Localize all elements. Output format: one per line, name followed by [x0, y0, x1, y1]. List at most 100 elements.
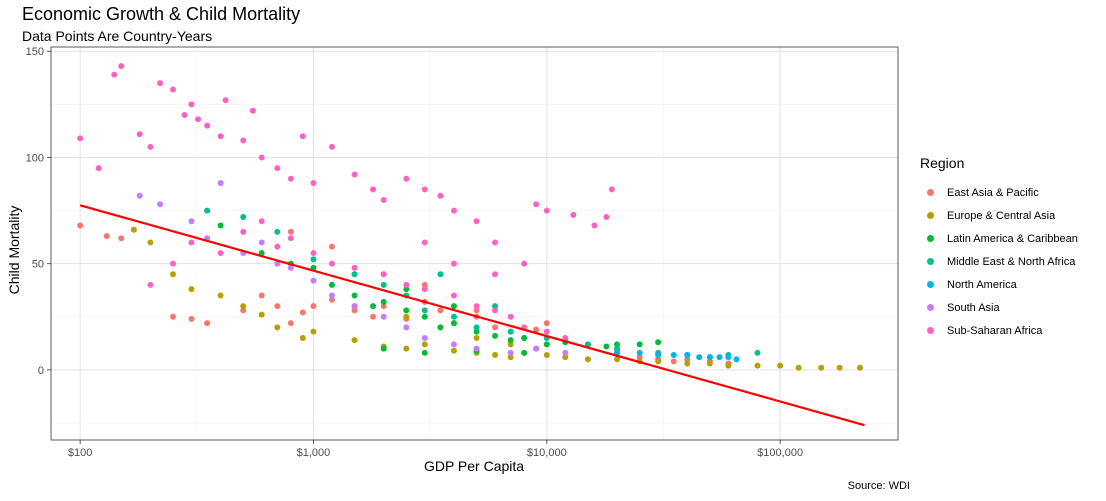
data-point: [450, 341, 457, 348]
data-point: [310, 277, 317, 284]
legend-swatch: [927, 281, 934, 288]
data-point: [240, 213, 247, 220]
x-tick-label: $100: [68, 447, 92, 459]
data-point: [258, 239, 265, 246]
data-point: [421, 186, 428, 193]
data-point: [492, 307, 499, 314]
data-point: [170, 260, 177, 267]
x-tick-label: $1,000: [297, 447, 331, 459]
data-point: [328, 143, 335, 150]
data-point: [403, 175, 410, 182]
data-point: [147, 143, 154, 150]
data-point: [584, 341, 591, 348]
chart-title: Economic Growth & Child Mortality: [22, 4, 301, 24]
data-point: [521, 349, 528, 356]
data-point: [733, 356, 740, 363]
data-point: [450, 303, 457, 310]
data-point: [217, 179, 224, 186]
x-axis-ticks: $100 $1,000 $10,000 $100,000: [68, 440, 803, 459]
legend-label: Latin America & Caribbean: [947, 232, 1078, 245]
data-point: [310, 250, 317, 257]
data-point: [310, 328, 317, 335]
plot-border: [50, 46, 899, 441]
data-point: [287, 175, 294, 182]
data-point: [473, 303, 480, 310]
data-point: [591, 222, 598, 229]
data-point: [351, 292, 358, 299]
data-point: [507, 328, 514, 335]
data-point: [188, 101, 195, 108]
data-point: [533, 326, 540, 333]
data-point: [473, 328, 480, 335]
data-point: [181, 111, 188, 118]
y-tick-label: 50: [32, 259, 44, 271]
legend-item: Sub-Saharan Africa: [920, 319, 1078, 342]
data-point: [437, 324, 444, 331]
data-point: [437, 307, 444, 314]
data-point: [287, 264, 294, 271]
data-point: [328, 260, 335, 267]
data-point: [473, 345, 480, 352]
data-point: [492, 303, 499, 310]
data-point: [328, 292, 335, 299]
data-point: [380, 298, 387, 305]
data-point: [450, 313, 457, 320]
data-point: [170, 271, 177, 278]
data-point: [217, 292, 224, 299]
data-point: [492, 332, 499, 339]
data-point: [403, 345, 410, 352]
data-point: [351, 303, 358, 310]
data-point: [204, 207, 211, 214]
data-point: [636, 341, 643, 348]
data-point: [437, 271, 444, 278]
data-point: [204, 320, 211, 327]
data-point: [696, 354, 703, 361]
data-point: [328, 281, 335, 288]
data-point: [562, 354, 569, 361]
source-caption: Source: WDI: [847, 480, 910, 492]
data-point: [310, 256, 317, 263]
data-point: [351, 307, 358, 314]
data-point: [118, 63, 125, 70]
data-point: [287, 320, 294, 327]
data-point: [684, 352, 691, 359]
data-point: [450, 260, 457, 267]
data-point: [111, 71, 118, 78]
data-point: [507, 337, 514, 344]
data-point: [614, 356, 621, 363]
legend-title: Region: [920, 155, 965, 171]
data-point: [195, 116, 202, 123]
trend-line: [79, 204, 865, 427]
data-point: [217, 250, 224, 257]
data-point: [380, 271, 387, 278]
data-point: [328, 243, 335, 250]
data-point: [603, 343, 610, 350]
data-point: [328, 296, 335, 303]
data-point: [507, 349, 514, 356]
y-tick-label: 150: [26, 46, 44, 58]
data-point: [473, 218, 480, 225]
data-point: [450, 292, 457, 299]
legend-label: North America: [947, 278, 1017, 291]
data-point: [492, 239, 499, 246]
data-point: [258, 154, 265, 161]
data-point: [188, 315, 195, 322]
data-point: [188, 286, 195, 293]
data-point: [584, 356, 591, 363]
data-point: [437, 192, 444, 199]
data-point: [706, 354, 713, 361]
data-point: [421, 313, 428, 320]
data-point: [147, 239, 154, 246]
legend-swatch: [927, 212, 934, 219]
data-point: [118, 235, 125, 242]
legend-swatch: [927, 258, 934, 265]
legend-label: Middle East & North Africa: [947, 255, 1076, 268]
data-point: [543, 207, 550, 214]
data-point: [818, 364, 825, 371]
data-point: [795, 364, 802, 371]
legend-items: East Asia & Pacific Europe & Central Asia…: [920, 181, 1078, 342]
data-point: [77, 135, 84, 142]
data-point: [351, 171, 358, 178]
data-points: [77, 63, 864, 371]
data-point: [562, 335, 569, 342]
